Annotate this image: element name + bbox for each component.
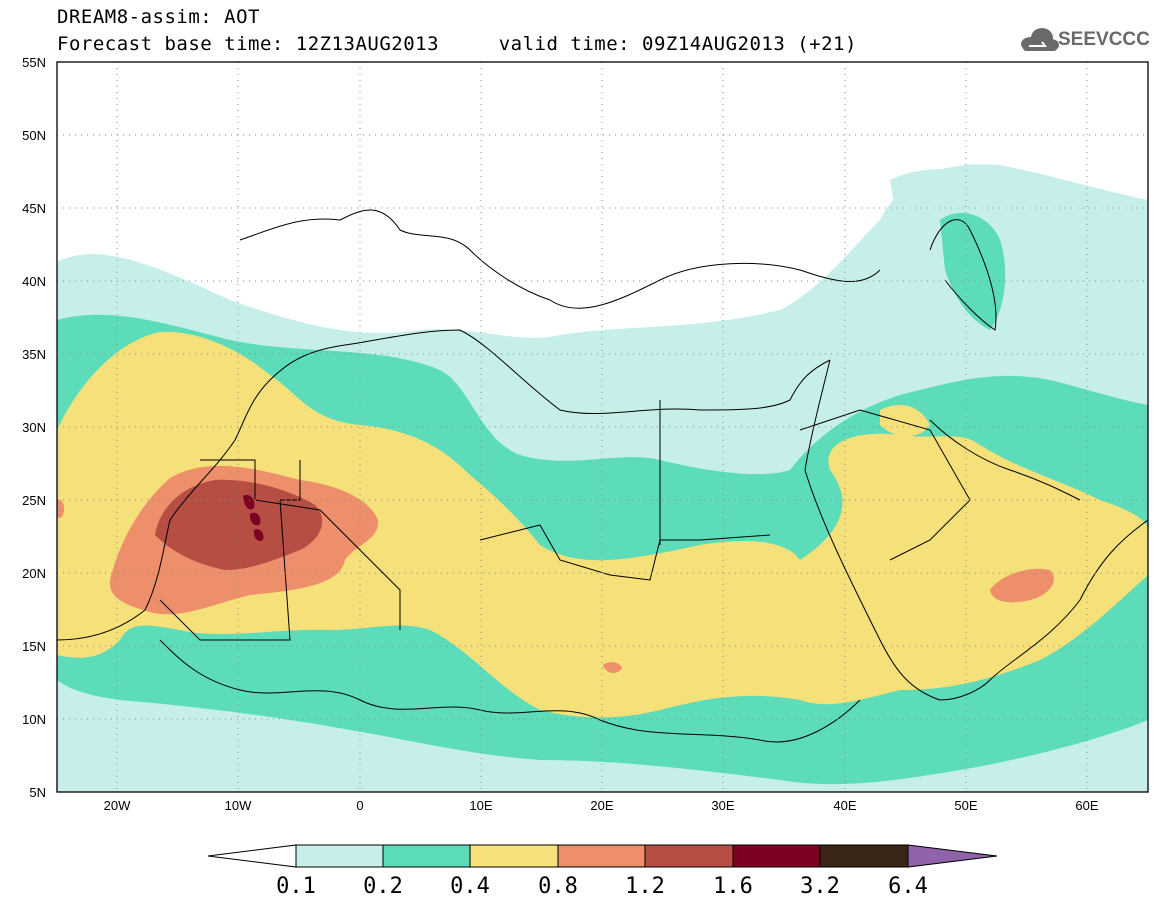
lat-tick: 25N [22, 493, 46, 508]
colorbar-label: 6.4 [888, 874, 928, 899]
colorbar-swatch [382, 844, 471, 868]
lat-tick: 20N [22, 566, 46, 581]
coastlines [57, 209, 1148, 743]
aot-level-1.6-c [253, 529, 264, 541]
lon-tick: 10E [469, 798, 492, 813]
map-title: DREAM8-assim: AOT [57, 6, 260, 28]
colorbar-swatch [557, 844, 646, 868]
forecast-time-line: Forecast base time: 12Z13AUG2013 valid t… [57, 33, 857, 55]
lat-tick: 35N [22, 347, 46, 362]
lon-tick: 40E [833, 798, 856, 813]
lat-tick: 45N [22, 201, 46, 216]
aot-level-0.4-east [880, 405, 930, 437]
lon-ticks: 20W 10W 0 10E 20E 30E 40E 50E 60E [104, 798, 1099, 813]
lon-tick: 10W [225, 798, 252, 813]
colorbar-label: 3.2 [800, 874, 840, 899]
colorbar-low-triangle [207, 844, 297, 868]
aot-level-0.8-sahel [603, 662, 622, 673]
lat-tick: 15N [22, 639, 46, 654]
colorbar-high-triangle [907, 844, 998, 868]
colorbar-swatch [732, 844, 821, 868]
aot-level-1.6-b [249, 512, 261, 526]
lon-tick: 20E [590, 798, 613, 813]
aot-level-0.4 [57, 331, 1148, 718]
colorbar-swatch [295, 844, 384, 868]
lon-tick: 60E [1075, 798, 1098, 813]
lon-tick: 20W [104, 798, 131, 813]
aot-level-0.2-caspian [940, 212, 1006, 330]
lon-tick: 30E [711, 798, 734, 813]
colorbar-label: 1.2 [625, 874, 665, 899]
lon-tick: 0 [356, 798, 363, 813]
lat-tick: 5N [29, 785, 46, 800]
lat-tick: 40N [22, 274, 46, 289]
aot-level-1.6-a [243, 494, 255, 510]
colorbar-label: 1.6 [713, 874, 753, 899]
colorbar-label: 0.2 [363, 874, 403, 899]
lat-tick: 10N [22, 712, 46, 727]
map-frame [56, 61, 1149, 793]
aot-level-0.8-west [57, 499, 65, 519]
aot-level-0.8-arabia [990, 568, 1054, 603]
cloud-icon [1021, 28, 1059, 51]
colorbar-label: 0.8 [538, 874, 578, 899]
colorbar-labels: 0.1 0.2 0.4 0.8 1.2 1.6 3.2 6.4 [276, 874, 928, 899]
lat-tick: 30N [22, 420, 46, 435]
lat-tick: 55N [22, 55, 46, 70]
colorbar-swatch [644, 844, 734, 868]
seevccc-logo: SEEVCCC [1058, 29, 1150, 50]
lat-ticks: 55N 50N 45N 40N 35N 30N 25N 20N 15N 10N … [22, 55, 46, 800]
lon-tick: 50E [954, 798, 977, 813]
colorbar [207, 844, 998, 868]
colorbar-label: 0.1 [276, 874, 316, 899]
colorbar-swatch [469, 844, 559, 868]
lat-tick: 50N [22, 128, 46, 143]
colorbar-swatch [819, 844, 909, 868]
colorbar-label: 0.4 [450, 874, 490, 899]
